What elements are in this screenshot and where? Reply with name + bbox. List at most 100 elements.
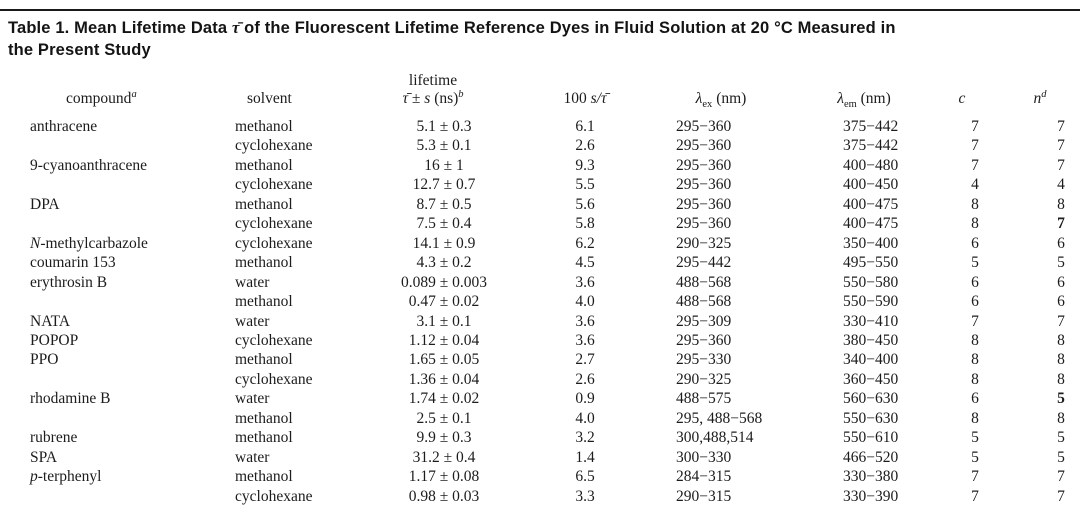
cell-n: 8 <box>1057 195 1065 213</box>
cell-lambda-ex: 488−575 <box>676 390 732 408</box>
table-row: cyclohexane 0.98 ± 0.03 3.3 290−315 330−… <box>0 487 1080 506</box>
cell-relative-sd: 4.0 <box>575 409 595 427</box>
cell-relative-sd: 3.3 <box>575 487 595 505</box>
cell-lifetime: 4.3 ± 0.2 <box>416 254 472 272</box>
cell-lambda-em: 400−450 <box>843 176 899 194</box>
cell-n: 7 <box>1057 118 1065 135</box>
cell-lambda-ex: 290−325 <box>676 370 732 388</box>
cell-compound: p-terphenyl <box>30 468 102 486</box>
cell-relative-sd: 5.8 <box>575 215 595 233</box>
cell-lambda-ex: 295−309 <box>676 312 732 330</box>
cell-lambda-ex: 488−568 <box>676 293 732 311</box>
cell-solvent: water <box>235 390 270 408</box>
cell-lambda-em: 330−390 <box>843 487 899 505</box>
cell-solvent: methanol <box>235 118 293 135</box>
cell-lambda-ex: 295−360 <box>676 215 732 233</box>
cell-lambda-em: 400−475 <box>843 195 899 213</box>
cell-lifetime: 8.7 ± 0.5 <box>416 195 472 213</box>
cell-n: 5 <box>1057 390 1065 408</box>
cell-lambda-ex: 295−360 <box>676 118 732 135</box>
cell-solvent: methanol <box>235 468 293 486</box>
cell-lifetime: 5.3 ± 0.1 <box>416 137 472 155</box>
cell-solvent: cyclohexane <box>235 234 313 252</box>
col-header-lambda-ex: λex (nm) <box>695 90 747 111</box>
cell-c: 5 <box>971 254 979 272</box>
cell-lambda-em: 550−630 <box>843 409 899 427</box>
col-header-c: c <box>958 90 966 107</box>
cell-c: 8 <box>971 370 979 388</box>
table-row: PPO methanol 1.65 ± 0.05 2.7 295−330 340… <box>0 350 1080 369</box>
cell-n: 6 <box>1057 273 1065 291</box>
cell-solvent: methanol <box>235 409 293 427</box>
cell-lambda-ex: 295, 488−568 <box>676 409 763 427</box>
cell-c: 8 <box>971 331 979 349</box>
cell-compound <box>0 292 225 311</box>
cell-n: 5 <box>1057 429 1065 447</box>
col-header-compound: compounda <box>66 88 137 107</box>
cell-n: 8 <box>1057 351 1065 369</box>
table-row: cyclohexane 1.36 ± 0.04 2.6 290−325 360−… <box>0 370 1080 389</box>
cell-relative-sd: 3.6 <box>575 312 595 330</box>
cell-lifetime: 1.12 ± 0.04 <box>408 331 480 349</box>
cell-lambda-ex: 295−360 <box>676 195 732 213</box>
cell-compound <box>0 175 225 194</box>
cell-n: 7 <box>1057 312 1065 330</box>
cell-compound: 9-cyanoanthracene <box>30 156 148 174</box>
cell-relative-sd: 2.7 <box>575 351 595 369</box>
cell-relative-sd: 1.4 <box>575 448 595 466</box>
cell-lifetime: 0.089 ± 0.003 <box>400 273 487 291</box>
table-row: DPA methanol 8.7 ± 0.5 5.6 295−360 400−4… <box>0 195 1080 214</box>
cell-lifetime: 2.5 ± 0.1 <box>416 409 472 427</box>
cell-relative-sd: 2.6 <box>575 370 595 388</box>
cell-compound <box>0 136 225 155</box>
cell-lambda-em: 550−610 <box>843 429 899 447</box>
cell-solvent: cyclohexane <box>235 487 313 505</box>
cell-solvent: methanol <box>235 351 293 369</box>
table-row: NATA water 3.1 ± 0.1 3.6 295−309 330−410… <box>0 312 1080 331</box>
cell-lifetime: 1.65 ± 0.05 <box>408 351 480 369</box>
cell-lambda-em: 330−380 <box>843 468 899 486</box>
cell-relative-sd: 3.6 <box>575 273 595 291</box>
cell-lambda-ex: 290−315 <box>676 487 732 505</box>
cell-lambda-em: 466−520 <box>843 448 899 466</box>
cell-relative-sd: 4.0 <box>575 293 595 311</box>
cell-n: 6 <box>1057 234 1065 252</box>
cell-lambda-ex: 295−330 <box>676 351 732 369</box>
cell-compound: PPO <box>30 351 59 369</box>
cell-compound: anthracene <box>30 118 98 135</box>
cell-lambda-em: 400−475 <box>843 215 899 233</box>
cell-lambda-ex: 290−325 <box>676 234 732 252</box>
table-row: rubrene methanol 9.9 ± 0.3 3.2 300,488,5… <box>0 428 1080 447</box>
cell-lambda-em: 495−550 <box>843 254 899 272</box>
table-row: N-methylcarbazole cyclohexane 14.1 ± 0.9… <box>0 234 1080 253</box>
cell-solvent: water <box>235 448 270 466</box>
cell-lambda-ex: 295−360 <box>676 176 732 194</box>
cell-c: 7 <box>971 156 979 174</box>
table-row: 9-cyanoanthracene methanol 16 ± 1 9.3 29… <box>0 156 1080 175</box>
cell-n: 8 <box>1057 370 1065 388</box>
cell-lifetime: 1.17 ± 0.08 <box>408 468 480 486</box>
cell-n: 5 <box>1057 254 1065 272</box>
cell-relative-sd: 5.5 <box>575 176 595 194</box>
table-caption: Table 1. Mean Lifetime Data τ̄ of the Fl… <box>8 17 1072 61</box>
cell-lambda-ex: 295−360 <box>676 156 732 174</box>
cell-relative-sd: 9.3 <box>575 156 595 174</box>
cell-relative-sd: 3.6 <box>575 331 595 349</box>
cell-compound: erythrosin B <box>30 273 108 291</box>
table-caption-line2: the Present Study <box>8 41 151 59</box>
cell-n: 7 <box>1057 156 1065 174</box>
cell-solvent: methanol <box>235 195 293 213</box>
cell-relative-sd: 0.9 <box>575 390 595 408</box>
cell-c: 5 <box>971 448 979 466</box>
cell-lifetime: 14.1 ± 0.9 <box>412 234 476 252</box>
table-row: cyclohexane 5.3 ± 0.1 2.6 295−360 375−44… <box>0 136 1080 155</box>
col-header-relative-sd: 100 s/τ̄ <box>563 90 607 107</box>
cell-compound: POPOP <box>30 331 79 349</box>
cell-lifetime: 5.1 ± 0.3 <box>416 118 472 135</box>
table-row: methanol 0.47 ± 0.02 4.0 488−568 550−590… <box>0 292 1080 311</box>
cell-compound <box>0 370 225 389</box>
col-header-solvent: solvent <box>247 90 292 107</box>
cell-n: 8 <box>1057 409 1065 427</box>
table-row: cyclohexane 12.7 ± 0.7 5.5 295−360 400−4… <box>0 175 1080 194</box>
cell-compound <box>0 214 225 233</box>
